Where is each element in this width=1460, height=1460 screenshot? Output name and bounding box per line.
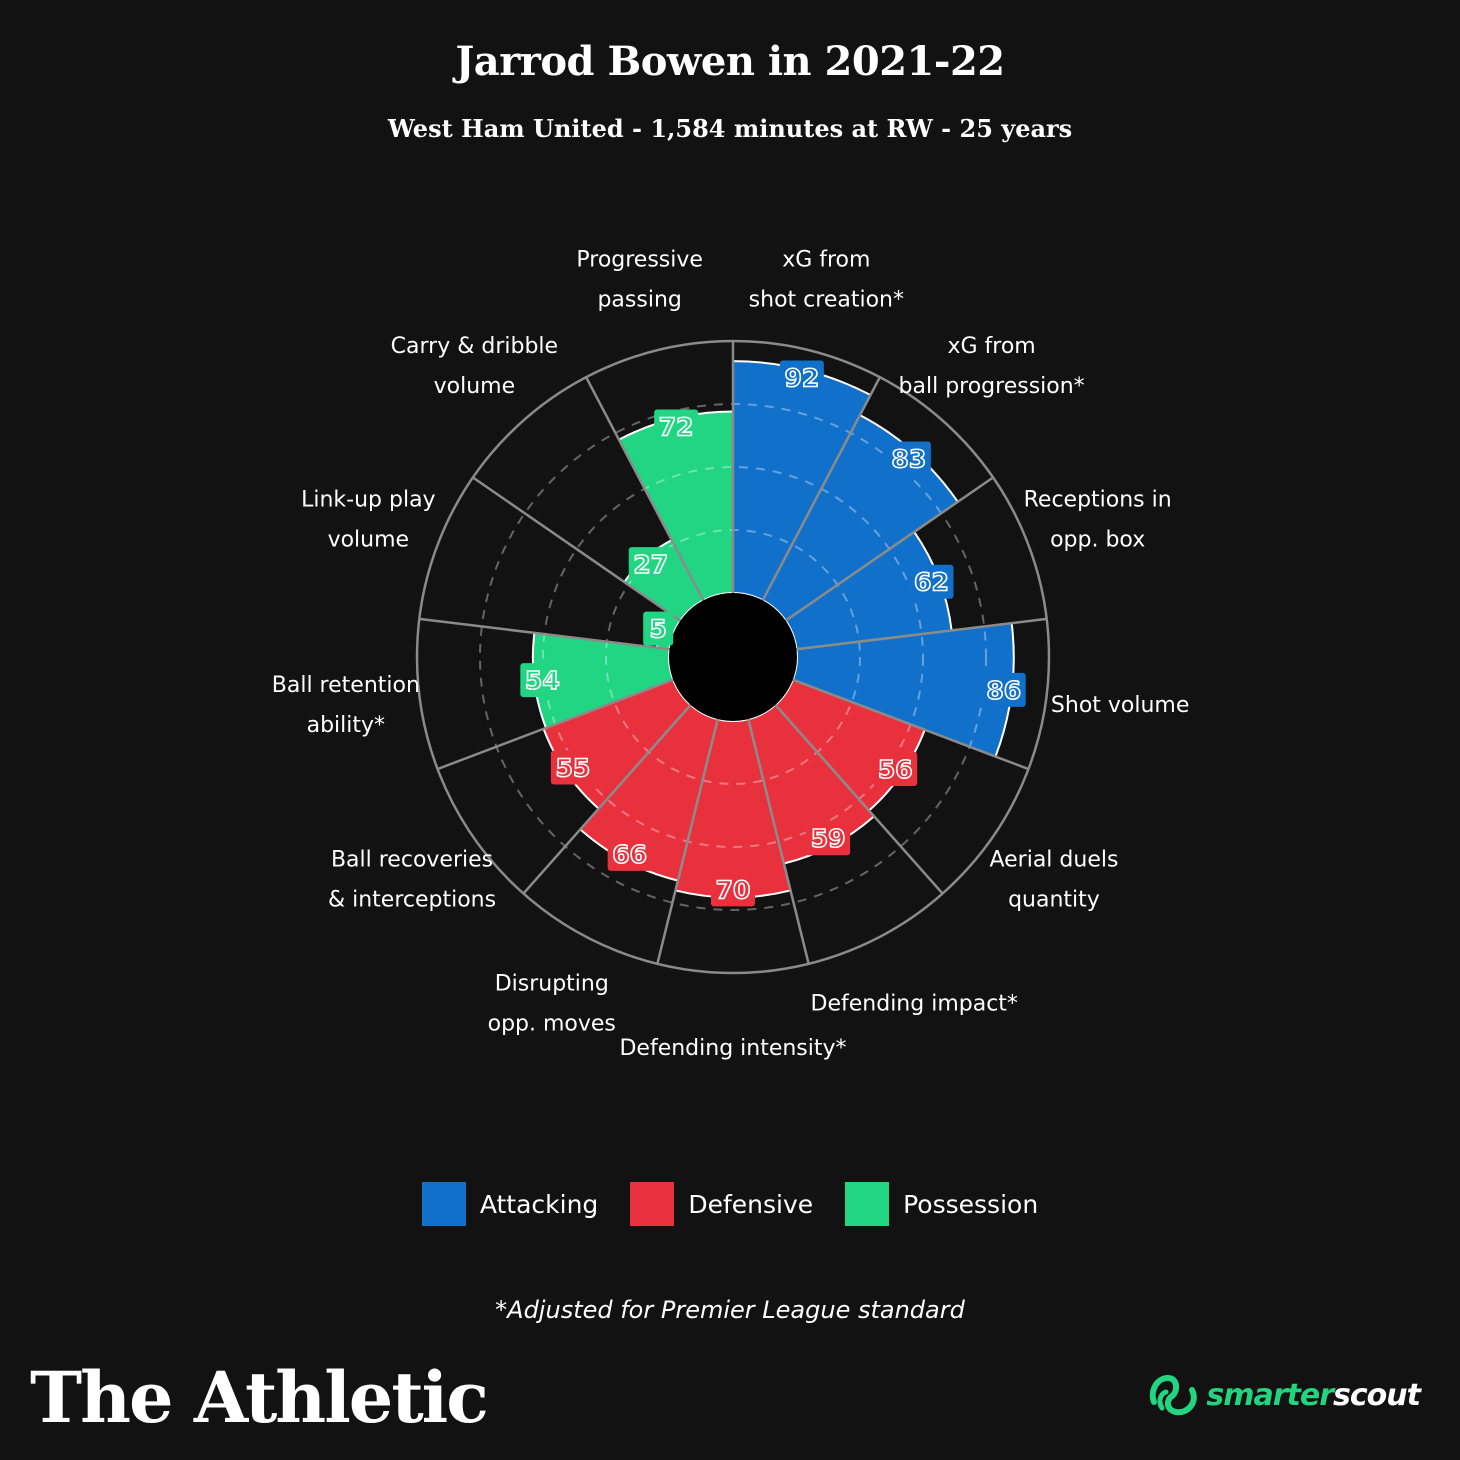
value-label-1: 83 [891,445,926,474]
spoke-3 [796,617,1047,651]
value-label-11: 27 [633,550,668,579]
value-label-8: 55 [555,754,590,783]
value-label-9: 54 [525,666,560,695]
category-label-10-line-1: volume [328,528,410,553]
value-badge-2 [909,564,954,599]
legend: Attacking Defensive Possession [0,1182,1460,1226]
smarterscout-wordmark-a: smarter [1206,1377,1334,1413]
spoke-12 [585,376,705,601]
spoke-6 [747,718,810,965]
spoke-7 [656,718,719,965]
value-badge-10 [643,611,674,646]
spoke-1 [761,376,881,601]
spoke-10 [419,617,670,651]
value-label-12: 72 [659,412,694,441]
category-label-1-line-0: xG from [947,334,1035,359]
legend-item-possession: Possession [845,1182,1038,1226]
category-label-11-line-1: volume [434,374,516,399]
value-label-6: 70 [716,875,751,904]
legend-label-defensive: Defensive [688,1189,814,1219]
category-label-12-line-1: passing [597,287,681,312]
category-label-7-line-1: opp. moves [488,1011,616,1036]
legend-swatch-defensive [630,1182,675,1226]
category-label-3-line-0: Shot volume [1051,693,1190,718]
spoke-4 [792,678,1029,771]
value-badge-9 [520,663,565,698]
value-label-2: 62 [914,568,949,597]
legend-item-defensive: Defensive [630,1182,813,1226]
value-label-7: 66 [612,840,647,869]
category-label-6-line-0: Defending intensity* [619,1036,846,1061]
spoke-9 [437,678,674,771]
category-label-7-line-0: Disrupting [495,971,609,996]
spoke-5 [774,704,944,895]
value-badge-5 [806,821,851,856]
smarterscout-wordmark: smarterscout [1206,1377,1421,1413]
smarterscout-logo-icon [1150,1374,1198,1416]
category-label-12-line-0: Progressive [576,247,703,272]
category-label-0-line-0: xG from [782,247,870,272]
value-badge-11 [628,547,673,582]
value-badge-8 [550,750,595,785]
brand-logo-smarterscout: smarterscout [1148,1372,1421,1418]
category-label-8-line-1: & interceptions [328,888,496,913]
category-label-8-line-0: Ball recoveries [331,848,493,873]
category-label-4-line-0: Aerial duels [989,848,1118,873]
value-label-3: 86 [986,676,1021,705]
chart-subtitle: West Ham United - 1,584 minutes at RW - … [387,114,1073,143]
category-label-10-line-0: Link-up play [301,488,435,513]
legend-label-possession: Possession [903,1189,1039,1219]
value-label-5: 59 [811,824,846,853]
value-badge-1 [886,441,931,476]
smarterscout-wordmark-b: scout [1333,1377,1421,1413]
category-label-4-line-1: quantity [1008,888,1100,913]
category-label-11-line-0: Carry & dribble [391,334,558,359]
category-label-5-line-0: Defending impact* [811,991,1018,1016]
value-badge-0 [779,360,824,395]
legend-label-attacking: Attacking [479,1189,599,1219]
grid-ring-50 [542,466,924,848]
footnote: *Adjusted for Premier League standard [495,1296,965,1324]
category-label-2-line-1: opp. box [1050,528,1145,553]
chart-title: Jarrod Bowen in 2021-22 [455,38,1005,85]
spoke-11 [472,476,682,622]
value-badge-3 [981,672,1026,707]
value-badge-6 [711,872,755,907]
brand-logo-the-athletic: The Athletic [30,1356,489,1439]
value-badge-12 [654,409,699,444]
legend-swatch-possession [845,1182,890,1226]
polar-bar-chart: 92 83 62 86 56 59 70 66 55 54 5 27 72 xG from shot cre… [272,247,1190,1061]
legend-swatch-attacking [421,1182,466,1226]
spoke-2 [784,476,994,622]
category-label-1-line-1: ball progression* [899,374,1085,399]
category-label-0-line-1: shot creation* [749,287,904,312]
value-badge-4 [873,751,918,786]
legend-item-attacking: Attacking [421,1182,599,1226]
category-label-9-line-0: Ball retention [272,673,420,698]
category-label-2-line-0: Receptions in [1024,488,1172,513]
value-label-10: 5 [649,615,666,644]
value-badge-7 [607,836,652,871]
center-hole [669,593,797,721]
spoke-8 [522,704,692,895]
category-label-9-line-1: ability* [307,713,385,738]
value-label-0: 92 [784,364,819,393]
value-label-4: 56 [878,755,913,784]
